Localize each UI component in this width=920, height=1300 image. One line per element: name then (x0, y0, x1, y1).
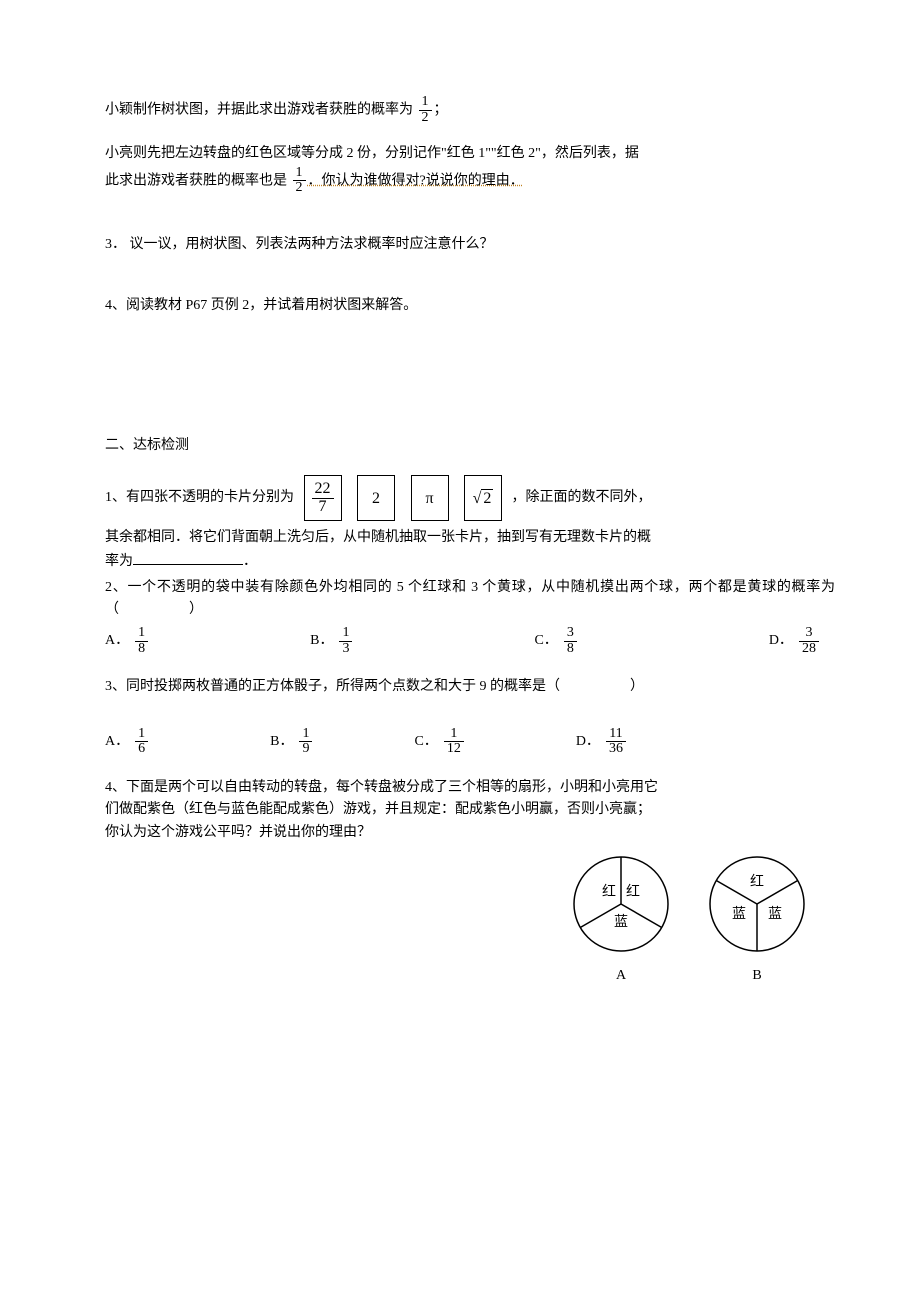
intro-line2: 小亮则先把左边转盘的红色区域等分成 2 份，分别记作"红色 1""红色 2"，然… (105, 143, 835, 165)
choice-label: C． (414, 731, 437, 757)
choice-label: A． (105, 630, 129, 656)
s2-q2-choices: A．18 B．13 C． 38 D． 328 (105, 626, 835, 656)
s2-q1-line3: 率为 ． (105, 550, 835, 573)
spinner-a-label: A (573, 965, 669, 987)
text: 此求出游戏者获胜的概率也是 (105, 173, 287, 188)
svg-text:红: 红 (750, 874, 764, 890)
card-22-7: 22 7 (304, 475, 342, 521)
fraction-1-2: 1 2 (419, 95, 432, 125)
intro-line3: 此求出游戏者获胜的概率也是 1 2 ．你认为谁做得对?说说你的理由． (105, 166, 835, 196)
svg-text:红: 红 (602, 884, 616, 900)
text: 率为 (105, 554, 133, 569)
choice-label: B． (310, 630, 333, 656)
answer-blank (133, 550, 243, 565)
fraction: 19 (299, 727, 312, 757)
svg-text:蓝: 蓝 (768, 906, 782, 922)
choice-label: D． (576, 731, 600, 757)
choice-a: A．16 (105, 727, 150, 757)
text: ．你认为谁做得对?说说你的理由． (308, 173, 524, 188)
spinner-b-block: 红蓝 蓝 B (709, 856, 805, 987)
text: 小颖制作树状图，并据此求出游戏者获胜的概率为 (105, 102, 413, 117)
s2-q4-line1: 4、下面是两个可以自由转动的转盘，每个转盘被分成了三个相等的扇形，小明和小亮用它 (105, 777, 835, 799)
spinner-row: 红红蓝 A 红蓝蓝 B (105, 856, 835, 987)
svg-text:蓝: 蓝 (614, 914, 628, 930)
fraction: 13 (339, 626, 352, 656)
fraction: 38 (564, 626, 577, 656)
card-2: 2 (357, 475, 395, 521)
choice-label: D． (769, 630, 793, 656)
spinner-b: 红蓝 蓝 (709, 856, 805, 952)
text: ，除正面的数不同外， (512, 491, 652, 506)
choice-d: D． 1136 (576, 727, 628, 757)
spinner-b-label: B (709, 965, 805, 987)
text: 1、有四张不透明的卡片分别为 (105, 491, 294, 506)
svg-text:红: 红 (626, 884, 640, 900)
sqrt-2: √2 (473, 486, 494, 512)
svg-text:蓝: 蓝 (732, 906, 746, 922)
choice-c: C． 38 (534, 626, 578, 656)
fraction: 16 (135, 727, 148, 757)
spinner-a-block: 红红蓝 A (573, 856, 669, 987)
fraction: 112 (444, 727, 464, 757)
intro-line1: 小颖制作树状图，并据此求出游戏者获胜的概率为 1 2 ； (105, 95, 835, 125)
spinner-a: 红红蓝 (573, 856, 669, 952)
document-page: 小颖制作树状图，并据此求出游戏者获胜的概率为 1 2 ； 小亮则先把左边转盘的红… (0, 0, 920, 1300)
choice-b: B．19 (270, 727, 314, 757)
text: ； (434, 102, 448, 117)
choice-label: A． (105, 731, 129, 757)
fraction: 328 (799, 626, 819, 656)
s2-q4-line2: 们做配紫色（红色与蓝色能配成紫色）游戏，并且规定：配成紫色小明赢，否则小亮赢； (105, 799, 835, 821)
question-3: 3． 议一议，用树状图、列表法两种方法求概率时应注意什么？ (105, 234, 835, 256)
choice-b: B．13 (310, 626, 354, 656)
section-2-title: 二、达标检测 (105, 435, 835, 457)
choice-label: B． (270, 731, 293, 757)
s2-q3-text: 3、同时投掷两枚普通的正方体骰子，所得两个点数之和大于 9 的概率是（ ） (105, 676, 835, 698)
choice-d: D． 328 (769, 626, 821, 656)
choice-c: C． 112 (414, 727, 465, 757)
s2-q1-line1: 1、有四张不透明的卡片分别为 22 7 2 π √2 ，除正面的数不同外， (105, 475, 835, 521)
fraction: 1136 (606, 727, 626, 757)
s2-q4-text-block: 4、下面是两个可以自由转动的转盘，每个转盘被分成了三个相等的扇形，小明和小亮用它… (105, 777, 835, 862)
choice-label: C． (534, 630, 557, 656)
s2-q4-line3: 你认为这个游戏公平吗？并说出你的理由？ (105, 822, 835, 844)
s2-q1-line2: 其余都相同．将它们背面朝上洗匀后，从中随机抽取一张卡片，抽到写有无理数卡片的概 (105, 527, 835, 549)
s2-q4-row: 4、下面是两个可以自由转动的转盘，每个转盘被分成了三个相等的扇形，小明和小亮用它… (105, 777, 835, 862)
choice-a: A．18 (105, 626, 150, 656)
card-pi: π (411, 475, 449, 521)
question-4-top: 4、阅读教材 P67 页例 2，并试着用树状图来解答。 (105, 295, 835, 317)
fraction: 18 (135, 626, 148, 656)
s2-q2-text: 2、一个不透明的袋中装有除颜色外均相同的 5 个红球和 3 个黄球，从中随机摸出… (105, 577, 835, 622)
s2-q3-choices: A．16 B．19 C． 112 D． 1136 (105, 727, 835, 757)
text: ． (243, 554, 257, 569)
card-sqrt2: √2 (464, 475, 502, 521)
fraction-1-2: 1 2 (293, 166, 306, 196)
fraction-22-7: 22 7 (312, 481, 334, 516)
